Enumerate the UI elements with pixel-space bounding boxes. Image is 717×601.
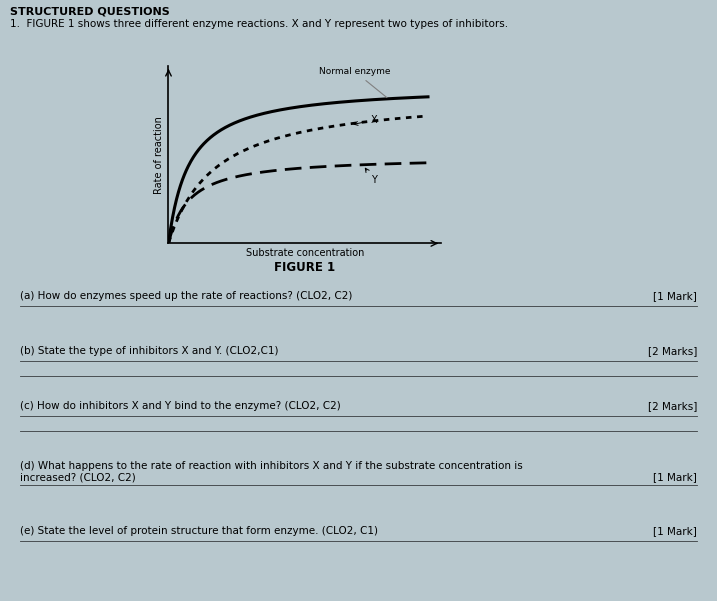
Text: (b) State the type of inhibitors X and Y. (CLO2,C1): (b) State the type of inhibitors X and Y… (20, 346, 278, 356)
X-axis label: Substrate concentration: Substrate concentration (245, 248, 364, 258)
Text: Normal enzyme: Normal enzyme (319, 67, 391, 97)
Text: FIGURE 1: FIGURE 1 (274, 261, 336, 275)
Y-axis label: Rate of reaction: Rate of reaction (154, 116, 164, 194)
Text: STRUCTURED QUESTIONS: STRUCTURED QUESTIONS (10, 6, 170, 16)
Text: Y: Y (366, 168, 376, 185)
Text: [2 Marks]: [2 Marks] (647, 346, 697, 356)
Text: [1 Mark]: [1 Mark] (653, 472, 697, 482)
Text: (e) State the level of protein structure that form enzyme. (CLO2, C1): (e) State the level of protein structure… (20, 526, 378, 536)
Text: increased? (CLO2, C2): increased? (CLO2, C2) (20, 472, 136, 482)
Text: (d) What happens to the rate of reaction with inhibitors X and Y if the substrat: (d) What happens to the rate of reaction… (20, 461, 523, 471)
Text: [2 Marks]: [2 Marks] (647, 401, 697, 411)
Text: [1 Mark]: [1 Mark] (653, 526, 697, 536)
Text: (a) How do enzymes speed up the rate of reactions? (CLO2, C2): (a) How do enzymes speed up the rate of … (20, 291, 352, 301)
Text: [1 Mark]: [1 Mark] (653, 291, 697, 301)
Text: 1.  FIGURE 1 shows three different enzyme reactions. X and Y represent two types: 1. FIGURE 1 shows three different enzyme… (10, 19, 508, 29)
Text: (c) How do inhibitors X and Y bind to the enzyme? (CLO2, C2): (c) How do inhibitors X and Y bind to th… (20, 401, 341, 411)
Text: X: X (354, 115, 378, 126)
